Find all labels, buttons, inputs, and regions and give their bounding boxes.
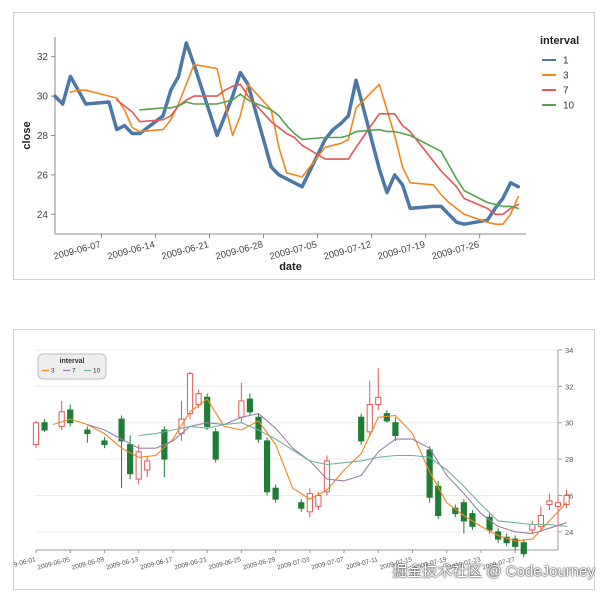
series-line-1 [53,41,521,226]
legend-label-10: 10 [93,368,101,375]
candle-body [135,451,142,480]
candle-body [118,418,125,442]
y-tick-label: 28 [37,131,49,142]
candle-body [32,422,40,446]
candle-body [58,411,65,427]
candle-body [238,400,245,418]
candle-body [563,494,570,506]
legend-label-7: 7 [563,86,569,97]
candle-body [67,409,74,424]
candle-body [298,502,305,509]
y-tick-label: 32 [37,52,49,63]
legend-box [37,353,107,380]
legend-title: interval [60,358,85,365]
x-tick-label: 2009-07-19 [377,239,427,262]
candle-body [537,514,544,527]
y-tick-label: 28 [565,455,573,464]
y-tick-label: 24 [37,210,49,221]
legend-title: interval [540,35,579,47]
x-tick-label: 2009-06-09 [71,556,105,571]
y-tick-label: 30 [565,419,573,428]
candle-body [503,536,510,544]
candle-body [358,416,365,442]
x-tick-label: 2009-06-28 [214,239,264,262]
x-tick-label: 2009-06-21 [174,556,208,571]
candle-body [520,542,527,555]
candle-body [272,487,279,500]
candle-body [315,494,322,507]
candle-body [392,422,399,436]
x-tick-label: 2009-06-21 [160,239,210,262]
candle-body [263,440,271,493]
candle-body [460,502,467,522]
candle-body [512,538,519,547]
candle-body [426,449,433,498]
candle-body [212,431,219,460]
ma-line-10 [138,422,567,527]
candle-body [255,416,262,440]
candle-body [529,524,536,531]
candle-body [204,396,211,427]
candlestick-chart-panel: 2426283032342009-06-012009-06-052009-06-… [3,329,595,590]
y-tick-label: 24 [565,528,573,537]
x-tick-label: 2009-07-03 [276,556,310,571]
candle-body [375,396,382,406]
x-tick-label: 2009-06-14 [106,239,156,262]
candle-body [127,444,134,475]
x-tick-label: 2009-07-12 [323,239,373,262]
legend-label-3: 3 [51,368,55,375]
x-tick-label: 2009-07-05 [269,239,319,262]
x-tick-label: 2009-06-13 [105,556,139,571]
x-tick-label: 2009-06-01 [14,556,37,571]
x-tick-label: 2009-07-11 [345,556,379,571]
series-line-3 [69,63,520,225]
legend-label-1: 1 [563,56,569,67]
candle-body [486,516,493,531]
ma-line-7 [87,413,567,535]
x-tick-label: 2009-06-05 [37,556,71,571]
candle-body [195,393,202,406]
x-tick-label: 2009-06-07 [52,239,102,262]
series-line-10 [139,93,520,210]
line-chart-panel: 24 26 28 30 32 2009-06-07 2009-06-14 2009-06-21… [13,12,595,280]
legend-label-7: 7 [72,368,76,375]
y-tick-label: 34 [565,346,573,355]
candle-body [101,440,108,446]
candle-body [554,502,562,507]
candle-body [383,413,390,422]
candle-body [546,500,553,506]
y-tick-label: 32 [565,382,573,391]
legend-label-10: 10 [563,101,575,112]
candle-body [41,422,48,431]
line-chart: 24 26 28 30 32 2009-06-07 2009-06-14 2009-06-21… [21,35,579,273]
candle-body [469,513,476,527]
x-tick-label: 2009-06-25 [208,556,242,571]
x-tick-label: 2009-07-07 [311,556,345,571]
series-line-7 [116,83,520,216]
x-axis-title: date [279,261,302,273]
x-tick-label: 2009-06-17 [140,556,174,571]
y-tick-label: 30 [37,92,49,103]
candle-body [306,493,313,513]
candle-body [144,460,151,471]
candlestick-chart: 2426283032342009-06-012009-06-052009-06-… [3,346,574,572]
ma-line-3 [52,398,567,542]
x-tick-label: 2009-06-29 [242,556,276,571]
candle-body [186,373,194,415]
y-tick-label: 26 [37,170,49,181]
watermark: 掘金技术社区 @ CodeJourney [392,563,595,580]
legend-label-3: 3 [563,71,569,82]
candle-body [84,429,91,435]
x-tick-label: 2009-07-26 [431,239,481,262]
candle-body [246,398,254,413]
candle-body [366,404,373,433]
y-axis-title: close [21,121,33,149]
